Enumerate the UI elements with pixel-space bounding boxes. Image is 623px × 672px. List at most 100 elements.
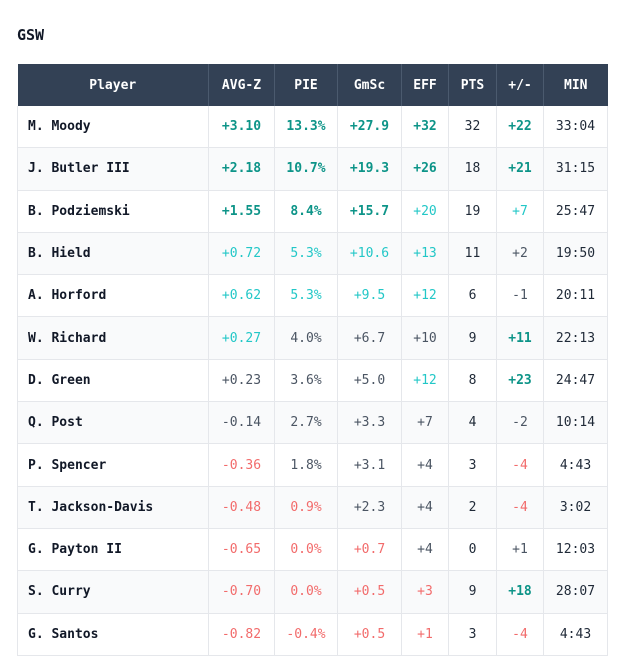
column-header-gmsc[interactable]: GmSc: [337, 64, 402, 106]
pts-cell: 4: [448, 401, 497, 445]
eff-cell: +3: [401, 570, 449, 614]
minutes-cell: 33:04: [543, 106, 608, 149]
avg-z-cell: +1.55: [208, 190, 275, 233]
gmsc-cell: +3.1: [337, 443, 402, 487]
minutes-cell: 19:50: [543, 232, 608, 276]
table-row: S. Curry -0.70 0.0% +0.5 +3 9 +18 28:07: [17, 570, 608, 614]
gmsc-cell: +27.9: [337, 106, 402, 149]
pts-cell: 0: [448, 528, 497, 572]
gmsc-cell: +10.6: [337, 232, 402, 276]
table-row: T. Jackson-Davis -0.48 0.9% +2.3 +4 2 -4 3:02: [17, 486, 608, 529]
plus-minus-cell: +11: [496, 316, 544, 360]
pts-cell: 6: [448, 274, 497, 318]
plus-minus-cell: +23: [496, 359, 544, 403]
gmsc-cell: +2.3: [337, 486, 402, 529]
table-row: J. Butler III +2.18 10.7% +19.3 +26 18 +21 31:1…: [17, 147, 608, 191]
table-row: B. Podziemski +1.55 8.4% +15.7 +20 19 +7 25:47: [17, 190, 608, 233]
plus-minus-cell: -4: [496, 443, 544, 487]
plus-minus-cell: -2: [496, 401, 544, 445]
pts-cell: 18: [448, 147, 497, 191]
pie-cell: 3.6%: [274, 359, 338, 403]
minutes-cell: 28:07: [543, 570, 608, 614]
table-body: M. Moody +3.10 13.3% +27.9 +32 32 +22 33:04 J. B…: [17, 106, 608, 656]
table-row: Q. Post -0.14 2.7% +3.3 +7 4 -2 10:14: [17, 401, 608, 445]
column-header-eff[interactable]: EFF: [401, 64, 449, 106]
plus-minus-cell: -4: [496, 613, 544, 656]
eff-cell: +4: [401, 486, 449, 529]
eff-cell: +26: [401, 147, 449, 191]
avg-z-cell: -0.70: [208, 570, 275, 614]
plus-minus-cell: +18: [496, 570, 544, 614]
minutes-cell: 12:03: [543, 528, 608, 572]
avg-z-cell: +0.27: [208, 316, 275, 360]
gmsc-cell: +5.0: [337, 359, 402, 403]
pie-cell: 2.7%: [274, 401, 338, 445]
avg-z-cell: -0.48: [208, 486, 275, 529]
column-header-pie[interactable]: PIE: [274, 64, 338, 106]
plus-minus-cell: -1: [496, 274, 544, 318]
eff-cell: +20: [401, 190, 449, 233]
player-name-cell: M. Moody: [17, 106, 209, 149]
player-name-cell: B. Podziemski: [17, 190, 209, 233]
pts-cell: 2: [448, 486, 497, 529]
minutes-cell: 4:43: [543, 613, 608, 656]
pie-cell: 10.7%: [274, 147, 338, 191]
plus-minus-cell: +22: [496, 106, 544, 149]
avg-z-cell: +2.18: [208, 147, 275, 191]
column-header-player[interactable]: Player: [17, 64, 209, 106]
avg-z-cell: +0.23: [208, 359, 275, 403]
gmsc-cell: +9.5: [337, 274, 402, 318]
player-name-cell: G. Payton II: [17, 528, 209, 572]
pts-cell: 3: [448, 613, 497, 656]
avg-z-cell: -0.82: [208, 613, 275, 656]
gmsc-cell: +0.7: [337, 528, 402, 572]
avg-z-cell: +0.62: [208, 274, 275, 318]
minutes-cell: 24:47: [543, 359, 608, 403]
pie-cell: 5.3%: [274, 274, 338, 318]
pie-cell: -0.4%: [274, 613, 338, 656]
pts-cell: 11: [448, 232, 497, 276]
pts-cell: 9: [448, 316, 497, 360]
player-name-cell: G. Santos: [17, 613, 209, 656]
minutes-cell: 22:13: [543, 316, 608, 360]
eff-cell: +4: [401, 528, 449, 572]
plus-minus-cell: +2: [496, 232, 544, 276]
minutes-cell: 25:47: [543, 190, 608, 233]
plus-minus-cell: +1: [496, 528, 544, 572]
column-header-pts[interactable]: PTS: [448, 64, 497, 106]
eff-cell: +32: [401, 106, 449, 149]
header-row: Player AVG-Z PIE GmSc EFF PTS +/- MIN: [17, 64, 608, 106]
table-row: B. Hield +0.72 5.3% +10.6 +13 11 +2 19:50: [17, 232, 608, 276]
plus-minus-cell: -4: [496, 486, 544, 529]
minutes-cell: 10:14: [543, 401, 608, 445]
gmsc-cell: +19.3: [337, 147, 402, 191]
avg-z-cell: +0.72: [208, 232, 275, 276]
pie-cell: 8.4%: [274, 190, 338, 233]
pts-cell: 32: [448, 106, 497, 149]
column-header-min[interactable]: MIN: [543, 64, 608, 106]
player-name-cell: W. Richard: [17, 316, 209, 360]
eff-cell: +13: [401, 232, 449, 276]
player-name-cell: D. Green: [17, 359, 209, 403]
minutes-cell: 20:11: [543, 274, 608, 318]
eff-cell: +1: [401, 613, 449, 656]
pie-cell: 4.0%: [274, 316, 338, 360]
player-name-cell: J. Butler III: [17, 147, 209, 191]
eff-cell: +10: [401, 316, 449, 360]
pts-cell: 9: [448, 570, 497, 614]
avg-z-cell: -0.14: [208, 401, 275, 445]
player-name-cell: A. Horford: [17, 274, 209, 318]
player-name-cell: P. Spencer: [17, 443, 209, 487]
team-title: GSW: [17, 26, 45, 44]
player-name-cell: T. Jackson-Davis: [17, 486, 209, 529]
column-header-plus-minus[interactable]: +/-: [496, 64, 544, 106]
column-header-avg-z[interactable]: AVG-Z: [208, 64, 275, 106]
table-row: P. Spencer -0.36 1.8% +3.1 +4 3 -4 4:43: [17, 443, 608, 487]
table-row: W. Richard +0.27 4.0% +6.7 +10 9 +11 22:13: [17, 316, 608, 360]
pts-cell: 8: [448, 359, 497, 403]
gmsc-cell: +15.7: [337, 190, 402, 233]
gmsc-cell: +0.5: [337, 613, 402, 656]
table-row: A. Horford +0.62 5.3% +9.5 +12 6 -1 20:11: [17, 274, 608, 318]
minutes-cell: 31:15: [543, 147, 608, 191]
eff-cell: +4: [401, 443, 449, 487]
